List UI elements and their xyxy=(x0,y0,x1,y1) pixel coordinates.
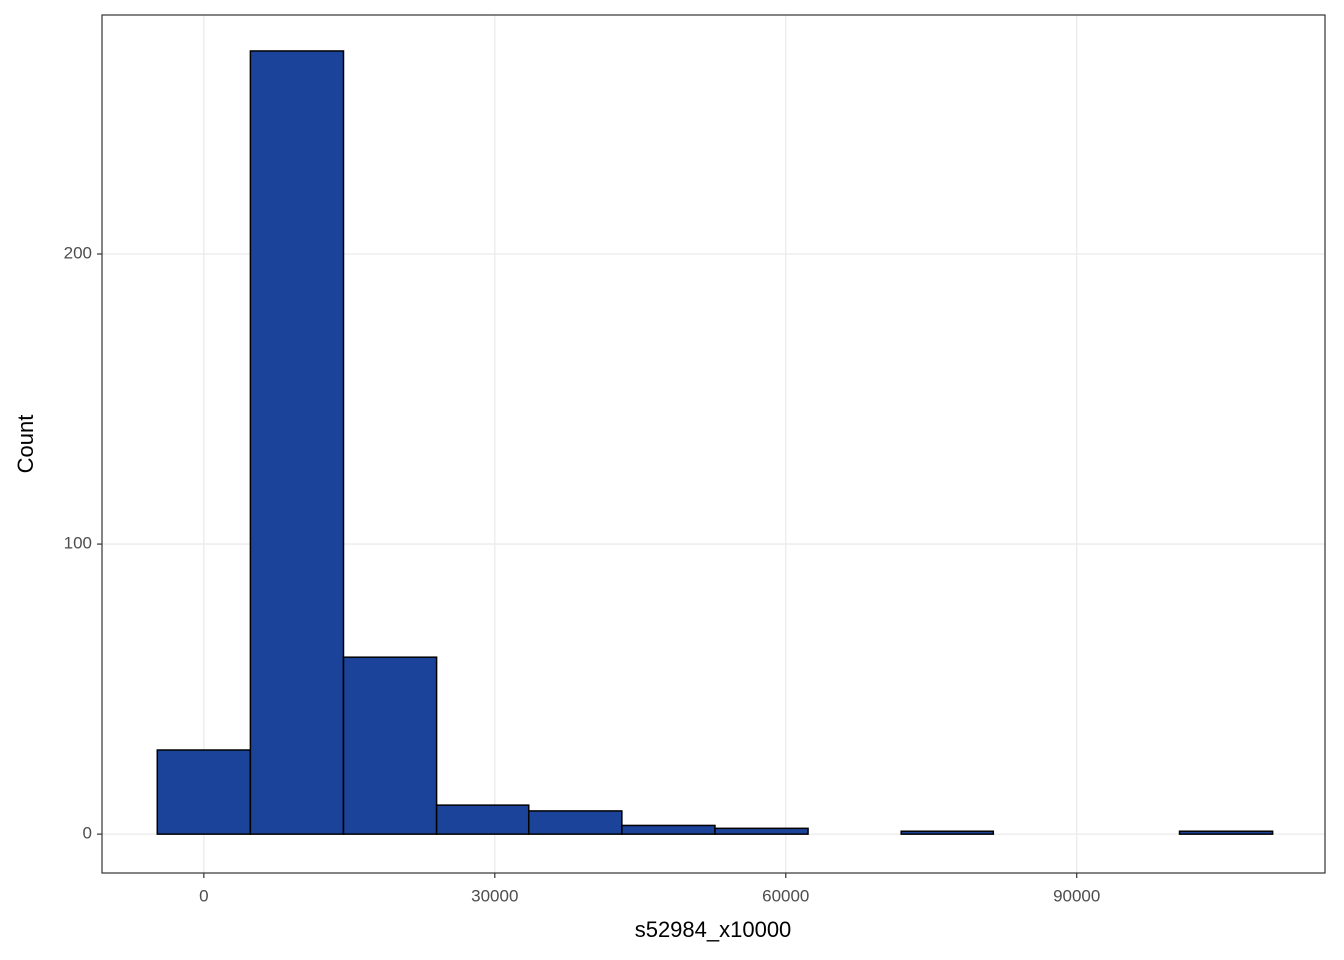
x-axis-title: s52984_x10000 xyxy=(635,917,792,942)
y-tick-label: 100 xyxy=(64,534,92,553)
bar xyxy=(249,50,345,835)
x-tick-label: 90000 xyxy=(1053,886,1100,905)
x-tick-label: 0 xyxy=(199,886,208,905)
bars xyxy=(156,50,1274,835)
bar xyxy=(156,749,252,835)
bar xyxy=(435,804,530,835)
x-tick-label: 60000 xyxy=(762,886,809,905)
bar xyxy=(342,656,438,835)
panel-border xyxy=(101,14,1326,874)
bar xyxy=(900,830,995,835)
bar xyxy=(527,810,623,835)
x-tick-label: 30000 xyxy=(471,886,518,905)
y-axis-title: Count xyxy=(13,415,38,474)
bar xyxy=(621,824,716,835)
y-tick-label: 0 xyxy=(83,824,92,843)
bar xyxy=(714,827,809,835)
y-tick-label: 200 xyxy=(64,243,92,262)
bar xyxy=(1178,830,1274,835)
